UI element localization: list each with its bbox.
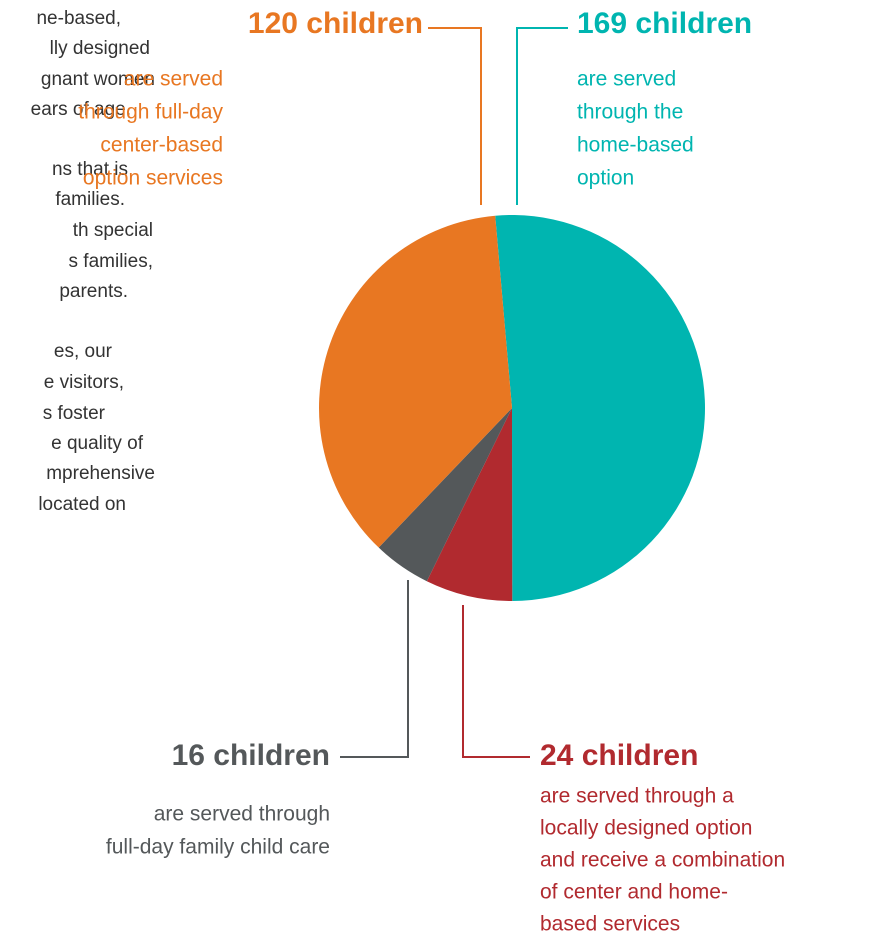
category-label: through full-day — [78, 101, 223, 124]
value-label: 120 children — [248, 7, 423, 40]
side-text: e visitors, — [44, 372, 124, 393]
category-label: locally designed option — [540, 817, 752, 840]
side-text: families. — [55, 189, 125, 210]
pie-slice — [426, 408, 513, 601]
category-label: option services — [83, 167, 223, 190]
category-label: through the — [577, 101, 683, 124]
category-label: and receive a combination — [540, 849, 785, 872]
side-text: ns that is — [52, 159, 128, 180]
category-label: of center and home- — [540, 881, 728, 904]
connector — [462, 605, 530, 758]
category-label: option — [577, 167, 634, 190]
pie-slice — [495, 214, 706, 601]
side-text: es, our — [54, 341, 113, 362]
side-text: s families, — [69, 251, 153, 272]
connector — [340, 580, 409, 758]
connector — [516, 27, 568, 205]
category-label: center-based — [100, 134, 223, 157]
category-label: are served — [124, 68, 223, 91]
category-label: are served through — [154, 803, 330, 826]
side-text: ears of age. — [31, 99, 131, 120]
category-label: based services — [540, 913, 680, 936]
category-label: are served — [577, 68, 676, 91]
side-text: s foster — [43, 403, 106, 424]
value-label: 169 children — [577, 7, 752, 40]
side-text: mprehensive — [46, 463, 155, 484]
category-label: are served through a — [540, 785, 734, 808]
category-label: home-based — [577, 134, 694, 157]
category-label: full-day family child care — [106, 836, 330, 859]
pie-slice — [378, 408, 512, 582]
connector — [428, 27, 482, 205]
side-text: ne-based, — [36, 8, 121, 29]
side-text: e quality of — [51, 433, 144, 454]
side-text: th special — [73, 220, 153, 241]
value-label: 24 children — [540, 739, 698, 772]
value-label: 16 children — [172, 739, 330, 772]
side-text: parents. — [59, 281, 128, 302]
side-text: lly designed — [50, 38, 150, 59]
side-text: located on — [38, 494, 126, 515]
side-text: gnant women — [41, 69, 155, 90]
pie-slice — [319, 215, 512, 548]
